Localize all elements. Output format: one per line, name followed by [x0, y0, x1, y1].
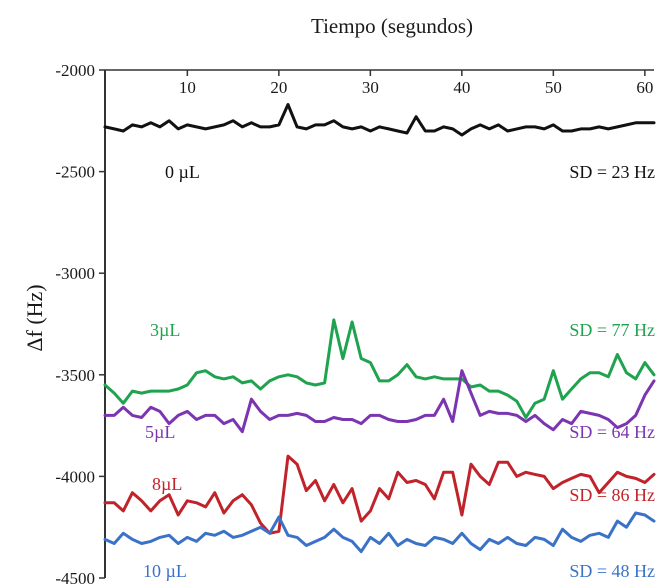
x-tick-label: 50 [545, 78, 562, 97]
series-label-1: 3µL [150, 320, 180, 340]
x-ticks: 10 20 30 40 50 60 [179, 70, 653, 97]
sd-label-3: SD = 86 Hz [569, 485, 655, 505]
series-line-4 [103, 511, 656, 554]
sd-label-4: SD = 48 Hz [569, 561, 655, 581]
x-tick-label: 40 [453, 78, 470, 97]
y-ticks: -2000 -2500 -3000 -3500 -4000 -4500 [55, 61, 105, 585]
series-line-2 [103, 369, 656, 434]
sd-label-2: SD = 64 Hz [569, 422, 655, 442]
annotations: 0 µL SD = 23 Hz 3µL SD = 77 Hz 5µL SD = 64 Hz… [143, 162, 655, 581]
y-tick-label: -4000 [55, 467, 95, 486]
series-line-1 [103, 318, 656, 419]
y-tick-label: -2000 [55, 61, 95, 80]
x-axis-title: Tiempo (segundos) [311, 14, 473, 38]
x-tick-label: 30 [362, 78, 379, 97]
series-label-4: 10 µL [143, 561, 187, 581]
series-label-3: 8µL [152, 474, 182, 494]
series-line-3 [103, 454, 656, 535]
series-label-0: 0 µL [165, 162, 200, 182]
plot-lines [103, 103, 656, 554]
y-tick-label: -3000 [55, 264, 95, 283]
y-axis-title: Δf (Hz) [22, 284, 47, 351]
y-tick-label: -4500 [55, 569, 95, 585]
x-tick-label: 60 [636, 78, 653, 97]
sd-label-1: SD = 77 Hz [569, 320, 655, 340]
series-label-2: 5µL [145, 422, 175, 442]
axes [104, 69, 654, 578]
y-tick-label: -3500 [55, 366, 95, 385]
sd-label-0: SD = 23 Hz [569, 162, 655, 182]
y-tick-label: -2500 [55, 163, 95, 182]
x-tick-label: 10 [179, 78, 196, 97]
series-line-0 [103, 103, 656, 137]
x-tick-label: 20 [270, 78, 287, 97]
